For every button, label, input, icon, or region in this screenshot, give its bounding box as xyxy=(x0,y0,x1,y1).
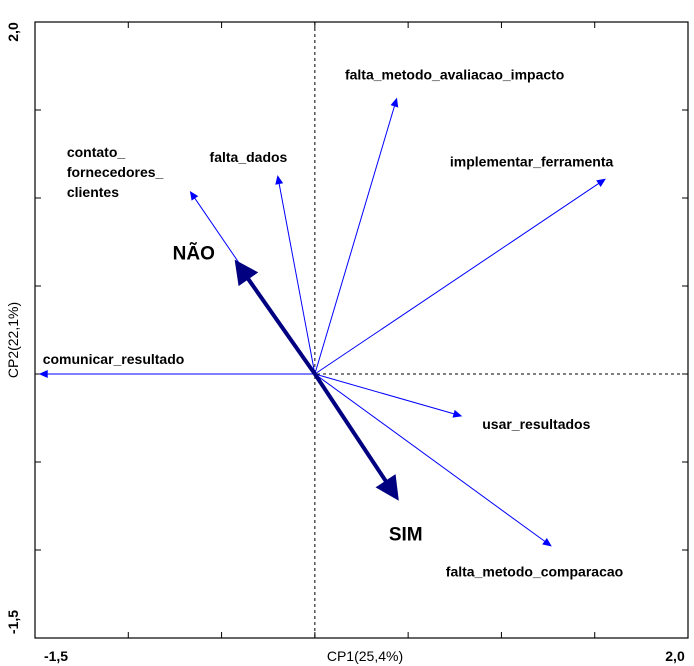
variable-arrow-falta-dados-shaft xyxy=(278,182,316,375)
variable-arrow-usar-resultados-head xyxy=(452,409,463,418)
plot-frame xyxy=(34,21,689,639)
variable-arrow-falta-metodo-avaliacao-impacto-head xyxy=(390,97,399,108)
group-arrow-1-head xyxy=(375,474,399,501)
group-arrow-0-head xyxy=(234,259,259,287)
variable-label-line: fornecedores_ xyxy=(67,164,164,180)
variable-arrow-falta-dados xyxy=(275,175,316,375)
variable-arrow-implementar-ferramenta-shaft xyxy=(314,182,600,375)
variable-arrow-usar-resultados xyxy=(314,373,463,418)
variable-label: contato_ fornecedores_ clientes xyxy=(67,144,164,200)
variable-arrow-falta-metodo-avaliacao-impacto-shaft xyxy=(314,105,396,375)
x-axis-title: CP1(25,4%) xyxy=(327,648,403,664)
origin-lines xyxy=(35,22,688,638)
variable-arrow-implementar-ferramenta xyxy=(314,178,606,375)
variable-label: falta_metodo_avaliacao_impacto xyxy=(345,67,564,83)
plot-border xyxy=(34,21,689,639)
group-arrow-1-shaft xyxy=(313,372,388,483)
variable-arrow-falta-metodo-comparacao xyxy=(314,373,552,547)
x-tick-label-min: -1,5 xyxy=(44,648,68,664)
variable-label: comunicar_resultado xyxy=(43,351,185,367)
variable-label: implementar_ferramenta xyxy=(450,154,614,170)
labels: falta_metodo_avaliacao_impacto implementa… xyxy=(43,67,623,580)
variable-label: usar_resultados xyxy=(482,416,590,432)
variable-arrow-comunicar-resultado-head xyxy=(38,370,48,378)
variable-label: falta_metodo_comparacao xyxy=(446,563,623,579)
axis-ticks xyxy=(34,21,689,639)
y-tick-label-min: -1,5 xyxy=(5,610,21,634)
variable-arrow-comunicar-resultado xyxy=(38,370,315,378)
variable-arrow-falta-metodo-avaliacao-impacto xyxy=(314,97,399,375)
group-arrow-0-shaft xyxy=(246,277,317,376)
group-arrows xyxy=(234,259,399,501)
y-tick-label-max: 2,0 xyxy=(5,22,21,42)
x-tick-label-max: 2,0 xyxy=(665,648,685,664)
variable-arrow-falta-dados-head xyxy=(275,175,284,185)
variable-arrow-usar-resultados-shaft xyxy=(314,373,455,415)
variable-arrow-falta-metodo-comparacao-shaft xyxy=(314,373,546,543)
group-arrow-0 xyxy=(234,259,317,376)
group-label: NÃO xyxy=(173,243,215,265)
variable-label-line: clientes xyxy=(67,184,119,200)
variable-arrow-contato-fornecedores-clientes-head xyxy=(189,190,199,201)
group-arrow-1 xyxy=(313,372,399,501)
variable-arrow-implementar-ferramenta-head xyxy=(596,178,606,187)
y-axis-title: CP2(22,1%) xyxy=(5,302,21,378)
group-label: SIM xyxy=(389,525,423,546)
variable-label-line: contato_ xyxy=(67,144,126,160)
variable-arrow-falta-metodo-comparacao-head xyxy=(542,537,552,547)
variable-label: falta_dados xyxy=(210,149,288,165)
